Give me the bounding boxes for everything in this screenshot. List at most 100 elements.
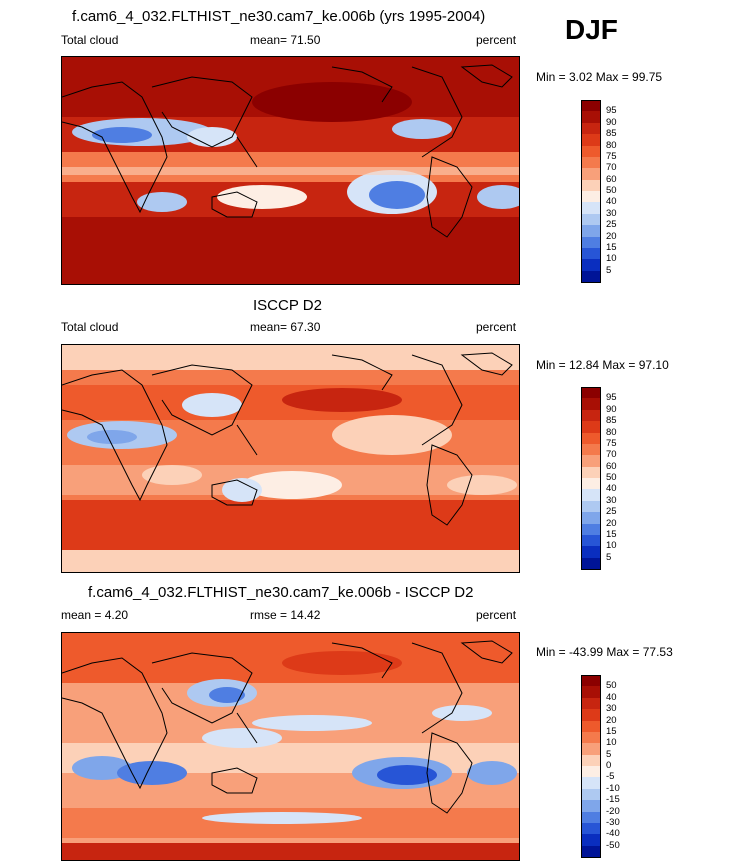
- colorbar-tick-label: 25: [606, 219, 617, 231]
- colorbar-tick-label: 20: [606, 714, 617, 726]
- panel-1-title: f.cam6_4_032.FLTHIST_ne30.cam7_ke.006b (…: [72, 8, 486, 25]
- colorbar-tick-label: 40: [606, 196, 617, 208]
- colorbar-tick-label: 90: [606, 116, 617, 128]
- colorbar-tick-label: 20: [606, 230, 617, 242]
- colorbar-swatch: [581, 754, 601, 766]
- colorbar-swatch: [581, 179, 601, 191]
- colorbar-tick-label: -10: [606, 782, 620, 794]
- panel-2-colorbar: 95 90 85 80 75 70 60 50 40 30 25 20 15 10 5: [581, 387, 661, 570]
- colorbar-swatch: [581, 811, 601, 823]
- colorbar-tick-label: 5: [606, 748, 612, 760]
- colorbar-tick-label: 80: [606, 139, 617, 151]
- colorbar-tick-label: -50: [606, 839, 620, 851]
- colorbar-tick-label: 0: [606, 760, 612, 771]
- colorbar-swatch: [581, 213, 601, 226]
- colorbar-tick-label: 70: [606, 162, 617, 174]
- season-label: DJF: [565, 14, 618, 45]
- panel-3-rmse-label: rmse = 14.42: [250, 608, 321, 622]
- colorbar-swatch: [581, 409, 601, 422]
- colorbar-tick-label: 15: [606, 528, 617, 540]
- colorbar-swatch: [581, 225, 601, 237]
- colorbar-swatch: [581, 834, 601, 846]
- panel-3-minmax: Min = -43.99 Max = 77.53: [536, 645, 673, 659]
- colorbar-tick-label: 50: [606, 185, 617, 196]
- colorbar-swatch: [581, 766, 601, 778]
- colorbar-swatch: [581, 100, 601, 113]
- colorbar-swatch: [581, 788, 601, 801]
- colorbar-tick-label: 95: [606, 392, 617, 404]
- colorbar-swatch: [581, 191, 601, 203]
- colorbar-tick-label: 20: [606, 517, 617, 529]
- colorbar-swatch: [581, 523, 601, 535]
- colorbar-swatch: [581, 489, 601, 501]
- colorbar-swatch: [581, 122, 601, 135]
- colorbar-tick-label: 15: [606, 725, 617, 737]
- colorbar-swatch: [581, 777, 601, 789]
- colorbar-swatch: [581, 709, 601, 721]
- colorbar-tick-label: 75: [606, 150, 617, 162]
- panel-2-title: ISCCP D2: [253, 297, 322, 314]
- colorbar-tick-label: 30: [606, 703, 617, 715]
- panel-2-mean-label: mean= 67.30: [250, 320, 321, 334]
- panel-3-mean-label: mean = 4.20: [61, 608, 129, 622]
- colorbar-tick-label: 15: [606, 241, 617, 253]
- colorbar-tick-label: 60: [606, 460, 617, 472]
- colorbar-swatch: [581, 134, 601, 146]
- colorbar-swatch: [581, 156, 601, 169]
- colorbar-swatch: [581, 168, 601, 180]
- panel-1-mean-label: mean= 71.50: [250, 33, 321, 47]
- panel-1-colorbar: 95 90 85 80 75 70 60 50 40 30 25 20 15 10 5: [581, 100, 661, 283]
- colorbar-swatch: [581, 247, 601, 260]
- colorbar-tick-label: 10: [606, 737, 617, 749]
- colorbar-swatch: [581, 743, 601, 755]
- colorbar-swatch: [581, 534, 601, 547]
- colorbar-tick-label: 95: [606, 105, 617, 117]
- colorbar-swatch: [581, 432, 601, 444]
- colorbar-tick-label: 60: [606, 173, 617, 185]
- colorbar-tick-label: 85: [606, 415, 617, 427]
- colorbar-swatch: [581, 443, 601, 456]
- colorbar-swatch: [581, 731, 601, 744]
- colorbar-swatch: [581, 845, 601, 858]
- colorbar-tick-label: -30: [606, 816, 620, 828]
- colorbar-tick-label: -15: [606, 794, 620, 806]
- colorbar-swatch: [581, 546, 601, 558]
- colorbar-swatch: [581, 557, 601, 570]
- colorbar-tick-label: 40: [606, 691, 617, 703]
- colorbar-swatch: [581, 398, 601, 410]
- panel-1-map: [61, 56, 520, 285]
- colorbar-swatch: [581, 111, 601, 123]
- colorbar-tick-label: -20: [606, 805, 620, 817]
- panel-3-units-label: percent: [476, 608, 517, 622]
- panel-1-variable-label: Total cloud: [61, 33, 119, 47]
- colorbar-tick-label: 30: [606, 494, 617, 506]
- panel-2-map-field: [62, 345, 519, 572]
- colorbar-swatch: [581, 478, 601, 490]
- colorbar-swatch: [581, 500, 601, 513]
- panel-1-map-field: [62, 57, 519, 284]
- colorbar-tick-label: 85: [606, 128, 617, 140]
- colorbar-swatch: [581, 697, 601, 710]
- panel-3-title: f.cam6_4_032.FLTHIST_ne30.cam7_ke.006b -…: [88, 584, 474, 601]
- colorbar-tick-label: 70: [606, 449, 617, 461]
- colorbar-swatch: [581, 675, 601, 688]
- colorbar-tick-label: 30: [606, 207, 617, 219]
- colorbar-tick-label: 40: [606, 483, 617, 495]
- colorbar-tick-label: 75: [606, 437, 617, 449]
- panel-3-colorbar: 50 40 30 20 15 10 5 0 -5 -10 -15 -20 -30 -40 -50: [581, 675, 661, 858]
- colorbar-tick-label: 50: [606, 680, 617, 692]
- colorbar-swatch: [581, 202, 601, 214]
- panel-2-minmax: Min = 12.84 Max = 97.10: [536, 358, 669, 372]
- colorbar-tick-label: 50: [606, 472, 617, 483]
- colorbar-tick-label: 25: [606, 506, 617, 518]
- colorbar-tick-label: 80: [606, 426, 617, 438]
- colorbar-tick-label: 5: [606, 551, 612, 563]
- colorbar-tick-label: -5: [606, 771, 615, 783]
- colorbar-swatch: [581, 270, 601, 283]
- colorbar-swatch: [581, 236, 601, 248]
- colorbar-swatch: [581, 720, 601, 732]
- colorbar-tick-label: 10: [606, 253, 617, 265]
- colorbar-swatch: [581, 822, 601, 835]
- colorbar-swatch: [581, 259, 601, 271]
- colorbar-swatch: [581, 387, 601, 400]
